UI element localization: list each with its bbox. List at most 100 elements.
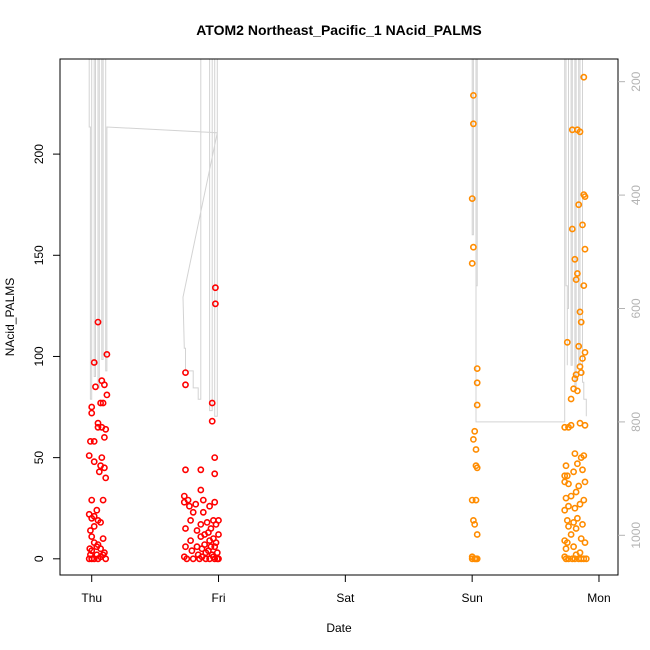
data-point — [473, 401, 481, 409]
data-point — [207, 543, 215, 551]
data-point — [563, 472, 571, 480]
data-point — [88, 496, 96, 504]
data-point — [574, 460, 581, 468]
data-point — [103, 350, 111, 358]
data-point — [213, 549, 221, 557]
data-point — [469, 120, 477, 128]
chart-title: ATOM2 Northeast_Pacific_1 NAcid_PALMS — [196, 22, 482, 38]
data-point — [562, 545, 570, 553]
data-point — [565, 480, 572, 488]
data-point — [208, 417, 216, 425]
data-point — [102, 425, 110, 433]
data-point — [471, 427, 479, 435]
pressure-trace-line — [88, 59, 587, 423]
data-point — [567, 492, 575, 500]
data-point — [579, 521, 586, 528]
data-point — [576, 549, 584, 557]
data-point — [572, 525, 580, 532]
right-tick-label: 600 — [629, 298, 643, 318]
data-point — [468, 259, 476, 267]
data-point — [581, 245, 589, 253]
data-point — [99, 496, 107, 504]
data-point — [88, 533, 96, 540]
data-point — [208, 399, 216, 407]
data-point — [182, 525, 189, 532]
data-point — [570, 543, 577, 551]
data-point — [580, 555, 588, 563]
data-point — [189, 555, 197, 563]
data-point — [473, 531, 481, 538]
data-point — [570, 519, 577, 526]
data-point — [473, 464, 481, 472]
data-point — [193, 527, 201, 534]
data-point — [576, 363, 584, 370]
data-point — [90, 512, 98, 520]
data-point — [211, 284, 219, 292]
data-point — [473, 555, 481, 563]
pressure-trace — [88, 59, 587, 423]
data-point — [87, 437, 94, 445]
data-point — [582, 555, 590, 563]
data-point — [197, 466, 205, 474]
data-point — [561, 423, 569, 431]
data-point — [93, 506, 101, 514]
data-points — [85, 73, 590, 563]
data-point — [581, 478, 589, 486]
data-point — [203, 519, 211, 526]
y-tick-label: 50 — [32, 451, 46, 465]
data-point — [568, 225, 576, 233]
data-point — [565, 502, 572, 510]
data-point — [581, 348, 589, 356]
data-point — [182, 381, 189, 389]
data-point — [98, 454, 106, 461]
data-point — [571, 375, 579, 383]
data-point — [101, 433, 108, 441]
data-point — [577, 369, 585, 376]
plot-frame — [59, 58, 619, 576]
data-point — [571, 255, 579, 263]
data-point — [88, 555, 96, 563]
data-point — [562, 555, 570, 563]
x-tick-label: Sun — [461, 591, 482, 605]
data-point — [94, 318, 102, 326]
data-point — [101, 381, 108, 389]
data-point — [468, 496, 476, 504]
data-point — [580, 452, 588, 459]
data-point — [211, 470, 219, 478]
data-point — [571, 504, 579, 512]
data-point — [570, 468, 577, 476]
data-point — [579, 466, 586, 474]
data-point — [567, 531, 575, 538]
x-axis-label: Date — [326, 621, 352, 635]
data-point — [90, 523, 98, 530]
data-point — [99, 535, 107, 542]
data-point — [192, 500, 200, 508]
data-point — [182, 369, 189, 376]
data-point — [565, 555, 572, 563]
data-point — [182, 466, 189, 474]
x-tick-label: Fri — [212, 591, 226, 605]
data-point — [563, 517, 571, 524]
data-point — [185, 502, 193, 510]
data-point — [90, 458, 98, 466]
x-tick-label: Sat — [336, 591, 355, 605]
data-point — [472, 446, 480, 453]
right-tick-label: 400 — [629, 185, 643, 205]
data-point — [563, 539, 571, 546]
x-tick-label: Thu — [81, 591, 102, 605]
data-point — [567, 421, 575, 429]
data-point — [571, 450, 579, 457]
data-point — [101, 549, 108, 557]
data-point — [197, 521, 205, 528]
data-point — [85, 452, 93, 459]
data-point — [579, 221, 586, 229]
data-point — [187, 517, 194, 524]
data-point — [577, 535, 585, 542]
data-point — [565, 523, 572, 530]
data-point — [581, 193, 589, 200]
data-point — [563, 338, 571, 346]
data-point — [189, 508, 197, 516]
data-point — [581, 539, 589, 546]
data-point — [201, 541, 208, 548]
